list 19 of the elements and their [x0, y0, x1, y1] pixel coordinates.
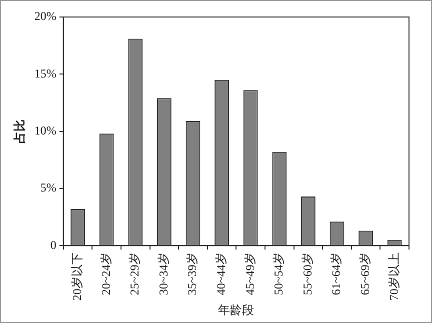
x-tick-label: 40~44岁 [214, 252, 228, 296]
x-tick-label: 70岁以上 [386, 252, 401, 301]
x-tick-label: 30~34岁 [156, 252, 170, 296]
x-tick-label: 45~49岁 [242, 252, 257, 296]
x-tick-label: 55~60岁 [300, 252, 314, 296]
y-tick-label: 20% [34, 9, 56, 24]
x-tick-label: 50~54岁 [272, 252, 286, 296]
x-tick-label: 65~69岁 [358, 252, 372, 296]
x-tick-label: 20~24岁 [98, 252, 113, 296]
x-tick-label: 61~64岁 [329, 252, 344, 296]
y-tick-label: 10% [34, 123, 56, 138]
x-tick-label: 25~29岁 [128, 252, 142, 296]
y-tick-label: 0 [50, 238, 56, 252]
x-tick-label: 35~39岁 [185, 252, 200, 296]
y-tick-label: 5% [40, 180, 56, 195]
x-axis-title: 年龄段 [218, 302, 254, 317]
x-tick-label: 20岁以下 [70, 252, 84, 301]
y-tick-label: 15% [34, 66, 56, 80]
y-axis-title: 占比 [12, 119, 26, 144]
